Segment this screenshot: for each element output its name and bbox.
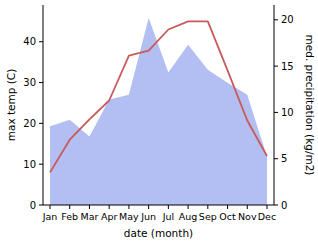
x-tick-label: May: [119, 211, 139, 222]
x-tick-label: Oct: [219, 211, 236, 222]
y2-tick: [274, 66, 278, 67]
y-tick: [39, 82, 43, 83]
x-tick-label: Dec: [258, 211, 276, 222]
y2-tick: [274, 205, 278, 206]
x-tick: [267, 205, 268, 209]
y-tick: [39, 123, 43, 124]
y2-tick-label: 10: [281, 107, 294, 118]
x-tick: [188, 205, 189, 209]
x-tick-label: Jun: [140, 211, 156, 222]
chart: 0 10 20 30 40 0 5 10 15 20 JanFebMarAprMayJun Jul Au…: [0, 0, 318, 242]
y-tick-label: 10: [23, 159, 36, 170]
y-tick: [39, 164, 43, 165]
x-tick-label: Jan: [42, 211, 58, 222]
y2-tick: [274, 158, 278, 159]
x-axis-label: date (month): [124, 227, 193, 239]
precipitation-area: [50, 18, 267, 205]
x-axis: [43, 205, 274, 206]
y2-tick: [274, 19, 278, 20]
x-tick: [128, 205, 129, 209]
y-tick: [39, 41, 43, 42]
x-tick: [69, 205, 70, 209]
x-tick-label: Sep: [199, 211, 217, 222]
y2-tick-label: 20: [281, 14, 294, 25]
x-tick: [89, 205, 90, 209]
x-tick: [148, 205, 149, 209]
y-tick-label: 40: [23, 36, 36, 47]
y-axis-label: max temp (C): [5, 69, 17, 142]
x-tick: [109, 205, 110, 209]
y2-tick-label: 0: [281, 200, 287, 211]
y-tick-label: 20: [23, 118, 36, 129]
y-tick-label: 30: [23, 77, 36, 88]
x-tick-label: Feb: [61, 211, 78, 222]
y-axis: [43, 5, 44, 205]
x-tick: [227, 205, 228, 209]
y2-tick: [274, 112, 278, 113]
x-tick: [168, 205, 169, 209]
y2-tick-label: 5: [281, 153, 287, 164]
plot-area: [50, 18, 267, 205]
x-tick-label: Jul: [162, 211, 174, 222]
temperature-line: [50, 21, 267, 172]
y-tick: [39, 205, 43, 206]
y-tick-label: 0: [30, 200, 36, 211]
y2-axis-label: med. precipitation (kg/m2): [304, 35, 316, 176]
x-tick-label: Nov: [238, 211, 257, 222]
x-tick: [247, 205, 248, 209]
x-tick: [50, 205, 51, 209]
x-tick-label: Apr: [101, 211, 118, 222]
x-tick-label: Aug: [179, 211, 198, 222]
y2-axis: [274, 5, 275, 205]
x-tick-label: Mar: [80, 211, 98, 222]
x-tick: [207, 205, 208, 209]
y2-tick-label: 15: [281, 61, 294, 72]
